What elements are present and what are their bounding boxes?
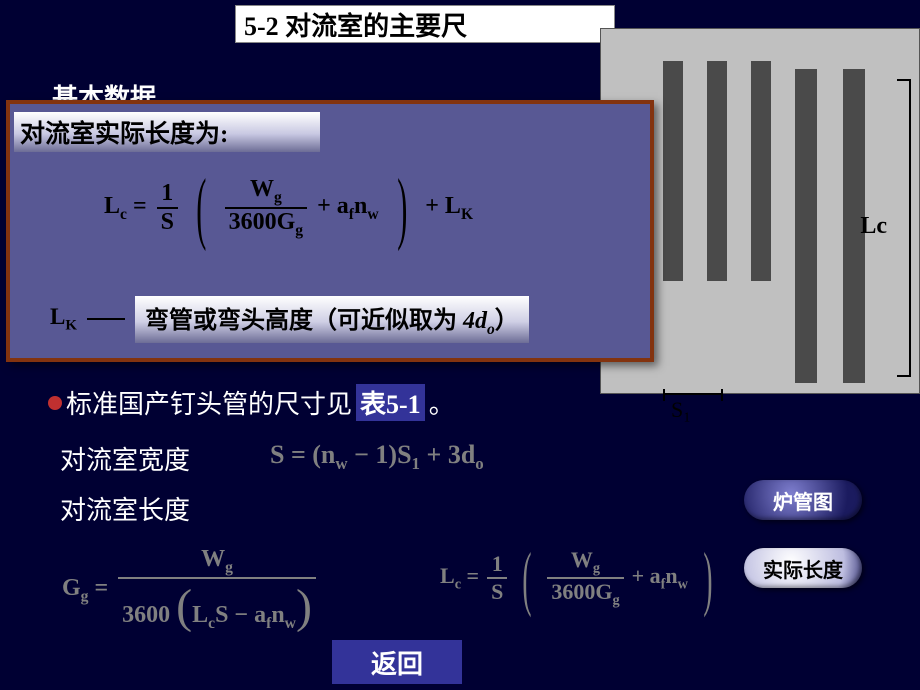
lk-note-box: 弯管或弯头高度（可近似取为 4do）: [135, 296, 529, 343]
eq-S: S = (nw − 1)S1 + 3do: [270, 440, 484, 474]
eq-txt: =: [461, 563, 479, 588]
eq-txt: =: [88, 575, 108, 601]
eq-sub: g: [295, 222, 303, 239]
eq-txt: =: [127, 193, 147, 219]
dash-icon: [87, 318, 125, 320]
width-label: 对流室宽度: [60, 440, 190, 477]
eq-sub: K: [461, 205, 473, 222]
eq-txt: n: [665, 563, 677, 588]
eq-sub: o: [475, 454, 483, 473]
eq-sub: w: [678, 576, 688, 592]
eq-txt: L: [192, 602, 208, 628]
tube-bar: [663, 61, 683, 281]
eq-txt: S − a: [215, 602, 266, 628]
section-title-box: 5-2 对流室的主要尺: [235, 5, 615, 43]
eq-txt: L: [104, 193, 120, 219]
back-button[interactable]: 返回: [332, 640, 462, 684]
eq-txt: 3600G: [229, 209, 296, 235]
bullet-line: 标准国产钉头管的尺寸见 表5-1 。: [48, 384, 455, 421]
eq-sub: g: [593, 560, 600, 576]
eq-txt: − 1)S: [348, 440, 412, 469]
eq-txt: + L: [425, 193, 461, 219]
s1-label: S₁: [671, 397, 691, 423]
eq-txt: G: [62, 575, 81, 601]
eq-txt: W: [201, 546, 225, 572]
table-ref-link[interactable]: 表5-1: [356, 384, 425, 421]
eq-txt: S: [487, 579, 507, 605]
eq-txt: S = (n: [270, 440, 335, 469]
eq-sub: c: [120, 205, 127, 222]
section-title: 5-2 对流室的主要尺: [244, 6, 467, 43]
formula-card: 对流室实际长度为: Lc = 1 S ( Wg 3600Gg + afnw ) …: [6, 100, 654, 362]
eq-txt: 1: [488, 551, 507, 577]
eq-txt: n: [271, 602, 284, 628]
eq-Lc-secondary: Lc = 1 S ( Wg 3600Gg + afnw ): [440, 542, 720, 614]
nav-tube-diagram-button[interactable]: 炉管图: [744, 480, 862, 520]
eq-txt: 弯管或弯头高度（可近似取为: [145, 308, 463, 334]
eq-txt: L: [50, 304, 65, 329]
nav-actual-length-button[interactable]: 实际长度: [744, 548, 862, 588]
eq-txt: 3600G: [551, 579, 612, 604]
eq-sub: g: [225, 559, 233, 576]
tube-bar: [707, 61, 727, 281]
eq-txt: 3600: [122, 602, 176, 628]
eq-sub: g: [612, 592, 619, 608]
eq-sub: 1: [412, 454, 420, 473]
slide: 5-2 对流室的主要尺 基本数据 Lc S₁ 对流室实际长度为: Lc = 1 …: [0, 0, 920, 690]
tube-bar: [751, 61, 771, 281]
eq-sub: o: [487, 321, 495, 338]
eq-txt: n: [354, 193, 367, 219]
lc-label: Lc: [860, 213, 887, 240]
eq-Gg: Gg = Wg 3600 (LcS − afnw): [62, 546, 316, 634]
eq-sub: K: [65, 318, 77, 334]
eq-txt: W: [250, 176, 274, 202]
bullet-suffix: 。: [429, 384, 455, 421]
lc-dimension-bracket: [901, 79, 911, 377]
eq-txt: + a: [317, 193, 349, 219]
eq-sub: g: [274, 189, 282, 206]
eq-txt: + a: [632, 563, 661, 588]
eq-txt: L: [440, 563, 455, 588]
eq-txt: + 3d: [420, 440, 475, 469]
card-heading: 对流室实际长度为:: [14, 112, 320, 152]
eq-txt: W: [571, 547, 593, 572]
bullet-icon: [48, 396, 62, 410]
eq-sub: w: [367, 205, 378, 222]
bullet-text: 标准国产钉头管的尺寸见: [66, 384, 352, 421]
tube-bar: [795, 69, 817, 383]
eq-sub: w: [285, 615, 296, 632]
eq-sub: w: [335, 454, 347, 473]
eq-txt: ）: [495, 308, 519, 334]
lk-note-row: LK 弯管或弯头高度（可近似取为 4do）: [50, 296, 529, 343]
length-label: 对流室长度: [60, 490, 190, 527]
eq-txt: S: [157, 209, 178, 236]
eq-txt: 1: [157, 180, 177, 207]
eq-lc-main: Lc = 1 S ( Wg 3600Gg + afnw ) + LK: [104, 168, 473, 248]
eq-txt: 4d: [463, 308, 487, 334]
